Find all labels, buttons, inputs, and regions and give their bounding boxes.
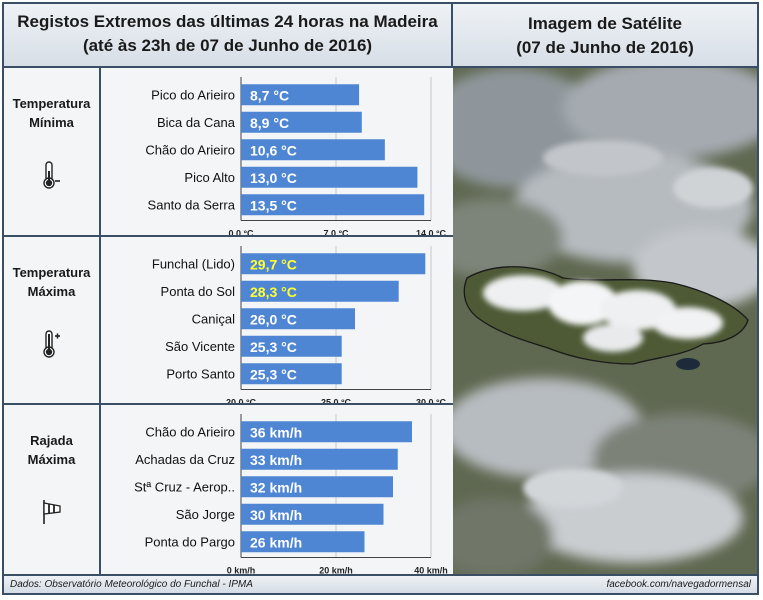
bar: [241, 280, 399, 302]
bar: [241, 111, 362, 133]
data-label: 10,6 °C: [250, 142, 297, 158]
satellite-subtitle: (07 de Junho de 2016): [516, 38, 694, 57]
data-label: 8,7 °C: [250, 87, 289, 103]
category-label: Santo da Serra: [148, 197, 236, 212]
category-label: Porto Santo: [166, 366, 235, 381]
max-gust-label: Rajada Máxima: [4, 405, 101, 574]
section-label-line1: Temperatura: [12, 265, 91, 280]
data-label: 13,5 °C: [250, 197, 297, 213]
data-label: 13,0 °C: [250, 170, 297, 186]
bar: [241, 448, 398, 470]
section-label-line1: Rajada: [30, 433, 73, 448]
thermometer-plus-icon: [43, 330, 60, 358]
data-label: 36 km/h: [250, 424, 302, 440]
bar: [241, 84, 360, 106]
bar: [241, 476, 393, 498]
bar: [241, 308, 355, 330]
data-source: Dados: Observatório Meteorológico do Fun…: [10, 579, 253, 590]
max-gust-section: Rajada Máxima Chão do Arieiro 36 km/h Achad…: [4, 405, 453, 574]
data-label: 33 km/h: [250, 452, 302, 468]
records-title: Registos Extremos das últimas 24 horas n…: [17, 12, 438, 31]
category-label: Ponta do Pargo: [145, 534, 235, 549]
bar: [241, 253, 426, 275]
tick-label: 20,0 °C: [226, 398, 257, 404]
tick-label: 30,0 °C: [416, 398, 447, 404]
section-label-line2: Máxima: [27, 284, 76, 299]
category-label: Stª Cruz - Aerop..: [134, 479, 235, 494]
category-label: Chão do Arieiro: [145, 142, 235, 157]
tick-label: 25,0 °C: [321, 398, 352, 404]
bar: [241, 531, 365, 553]
category-label: Caniçal: [192, 311, 235, 326]
category-label: Funchal (Lido): [152, 256, 235, 271]
tick-label: 20 km/h: [319, 566, 353, 575]
category-label: Ponta do Sol: [161, 284, 236, 299]
max-temperature-section: Temperatura Máxima Funchal (Lido) 29,7 °C P…: [4, 237, 453, 405]
max-gust-chart: Chão do Arieiro 36 km/h Achadas da Cruz 33 …: [134, 414, 448, 575]
min-temperature-label: Temperatura Mínima: [4, 68, 101, 235]
footer-bar: Dados: Observatório Meteorológico do Fun…: [4, 574, 757, 593]
data-label: 30 km/h: [250, 507, 302, 523]
data-label: 8,9 °C: [250, 115, 289, 131]
section-label-line2: Máxima: [27, 452, 76, 467]
category-label: Pico Alto: [184, 170, 235, 185]
data-label: 28,3 °C: [250, 284, 297, 300]
thermometer-minus-icon: [43, 161, 60, 189]
satellite-header: Imagem de Satélite (07 de Junho de 2016): [453, 4, 757, 68]
data-label: 29,7 °C: [250, 256, 297, 272]
category-label: Chão do Arieiro: [145, 424, 235, 439]
satellite-image: [453, 68, 757, 574]
bar: [241, 335, 342, 357]
records-subtitle: (até às 23h de 07 de Junho de 2016): [82, 36, 373, 55]
bar: [241, 194, 425, 216]
tick-label: 14,0 °C: [416, 229, 447, 236]
category-label: Bica da Cana: [157, 115, 236, 130]
data-label: 32 km/h: [250, 479, 302, 495]
tick-label: 7,0 °C: [323, 229, 349, 236]
windsock-icon: [43, 500, 61, 524]
tick-label: 40 km/h: [414, 566, 448, 575]
page-credit: facebook.com/navegadormensal: [606, 579, 751, 590]
satellite-title: Imagem de Satélite: [527, 14, 682, 33]
data-label: 26,0 °C: [250, 311, 297, 327]
category-label: São Vicente: [165, 339, 235, 354]
data-label: 25,3 °C: [250, 339, 297, 355]
data-label: 25,3 °C: [250, 366, 297, 382]
max-temperature-chart: Funchal (Lido) 29,7 °C Ponta do Sol 28,3 °C…: [152, 246, 447, 404]
satellite-picture: [453, 68, 757, 574]
bar: [241, 503, 384, 525]
section-label-line2: Mínima: [29, 115, 74, 130]
tick-label: 0,0 °C: [228, 229, 254, 236]
category-label: Pico do Arieiro: [151, 87, 235, 102]
bar: [241, 363, 342, 385]
tick-label: 0 km/h: [227, 566, 256, 575]
data-label: 26 km/h: [250, 534, 302, 550]
max-temperature-label: Temperatura Máxima: [4, 237, 101, 403]
min-temperature-chart: Pico do Arieiro 8,7 °C Bica da Cana 8,9 °C C…: [145, 77, 447, 236]
min-temperature-section: Temperatura Mínima Pico do Arieiro 8,7 °C B…: [4, 68, 453, 237]
category-label: Achadas da Cruz: [135, 452, 235, 467]
bar: [241, 166, 418, 188]
category-label: São Jorge: [176, 507, 235, 522]
section-label-line1: Temperatura: [12, 96, 91, 111]
bar: [241, 139, 385, 161]
records-header: Registos Extremos das últimas 24 horas n…: [4, 4, 453, 68]
bar: [241, 421, 412, 443]
